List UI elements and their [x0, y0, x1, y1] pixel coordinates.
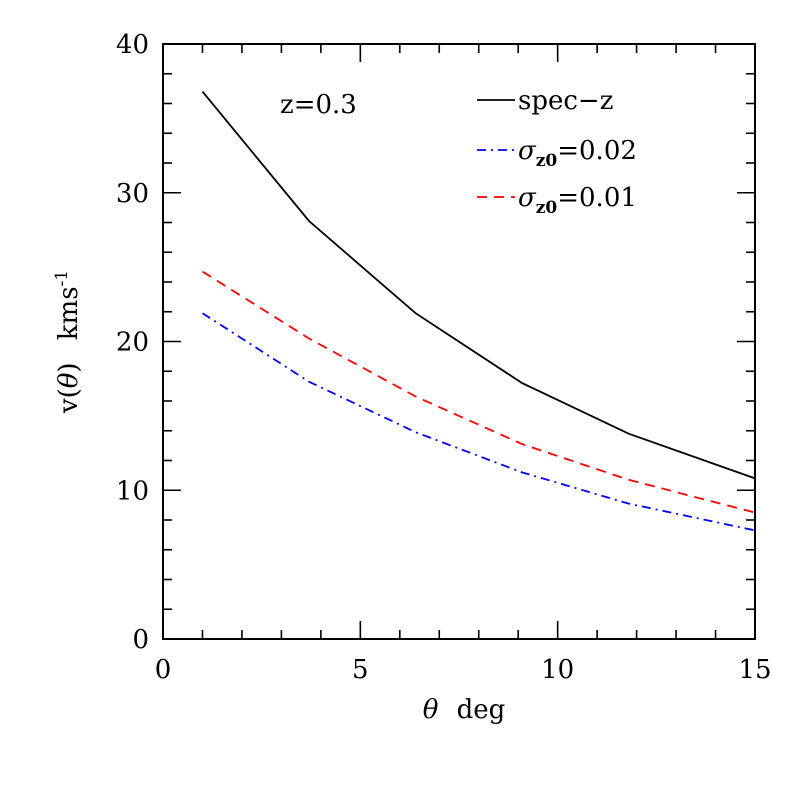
- x-axis-symbol: θ: [423, 695, 439, 725]
- x-axis-title: θ deg: [423, 695, 506, 725]
- series-line-2: [202, 270, 756, 514]
- legend-label-2: σz0=0.01: [518, 183, 637, 218]
- y-axis-unit: kms: [54, 286, 84, 340]
- y-axis-title: v(θ) kms-1: [52, 270, 84, 414]
- y-tick-label: 10: [116, 476, 149, 506]
- y-tick-label: 30: [116, 179, 149, 209]
- plot-frame: [162, 43, 756, 640]
- y-axis-prefix: v: [54, 398, 84, 414]
- x-tick-label: 0: [155, 655, 172, 685]
- series-lines: [201, 91, 756, 532]
- x-tick-label: 10: [541, 655, 574, 685]
- x-axis-unit: deg: [457, 695, 506, 725]
- y-axis-symbol: θ: [54, 372, 84, 388]
- y-tick-label: 20: [116, 328, 149, 358]
- tick-labels: 0 5 10 15 0 10 20 30 40: [116, 30, 772, 685]
- legend-label-0: spec−z: [518, 86, 613, 116]
- svg-text:v(θ) kms-1: v(θ) kms-1: [52, 270, 84, 414]
- y-tick-label: 0: [132, 625, 149, 655]
- minor-ticks: [163, 44, 755, 639]
- redshift-annotation: z=0.3: [280, 90, 357, 120]
- series-line-1: [202, 312, 756, 532]
- y-axis-unit-exponent: -1: [52, 270, 72, 287]
- legend-label-1: σz0=0.02: [518, 136, 637, 171]
- x-tick-label: 5: [352, 655, 369, 685]
- y-tick-label: 40: [116, 30, 149, 60]
- x-tick-label: 15: [738, 655, 771, 685]
- legend: spec−z σz0=0.02 σz0=0.01: [477, 86, 637, 218]
- series-line-0: [201, 91, 756, 480]
